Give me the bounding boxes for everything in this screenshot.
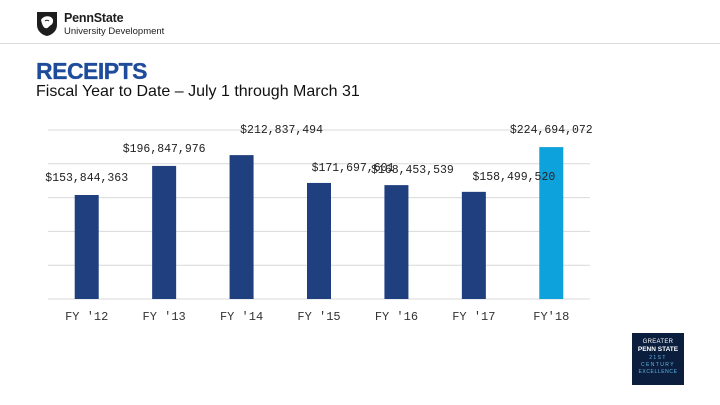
bar [307, 182, 331, 299]
slide-subtitle: Fiscal Year to Date – July 1 through Mar… [36, 83, 360, 100]
x-tick-label: FY '12 [65, 310, 108, 324]
data-label: $171,697,601 [312, 162, 395, 175]
x-tick-label: FY '13 [143, 310, 186, 324]
badge-line: GREATER [642, 339, 674, 345]
badge-line: PENN STATE [637, 346, 679, 353]
bar [461, 191, 486, 299]
bar [74, 195, 99, 299]
bar [384, 185, 409, 299]
chart-bars [74, 147, 564, 299]
data-label: $168,453,539 [371, 164, 454, 177]
data-label: $158,499,520 [472, 171, 555, 184]
x-tick-label: FY'18 [533, 310, 569, 324]
logo-wordmark: PennState [64, 11, 124, 25]
x-tick-label: FY '14 [220, 310, 263, 324]
x-tick-label: FY '16 [375, 310, 418, 324]
data-label: $196,847,976 [123, 143, 206, 156]
logo-department: University Development [64, 26, 165, 37]
slide-title: RECEIPTS [36, 58, 148, 84]
badge-line: CENTURY [641, 361, 675, 368]
header-divider [0, 43, 720, 44]
badge-line: 21ST [649, 354, 667, 361]
bar [229, 155, 254, 299]
nittany-lion-shield-icon [37, 12, 57, 36]
chart-x-ticks: FY '12 FY '13 FY '14 FY '15 FY '16 FY '17 FY'1… [65, 310, 569, 324]
data-label: $224,694,072 [510, 124, 593, 137]
greater-penn-state-badge: GREATER PENN STATE 21ST CENTURY EXCELLEN… [632, 333, 684, 385]
data-label: $153,844,363 [45, 172, 128, 185]
x-tick-label: FY '15 [297, 310, 340, 324]
bar [152, 165, 177, 299]
data-label: $212,837,494 [240, 124, 323, 137]
chart-data-labels: $153,844,363 $196,847,976 $212,837,494 $171… [45, 124, 592, 185]
badge-line: EXCELLENCE [638, 368, 678, 375]
bar [539, 147, 564, 299]
x-tick-label: FY '17 [452, 310, 495, 324]
penn-state-logo: PennState University Development [36, 10, 166, 40]
